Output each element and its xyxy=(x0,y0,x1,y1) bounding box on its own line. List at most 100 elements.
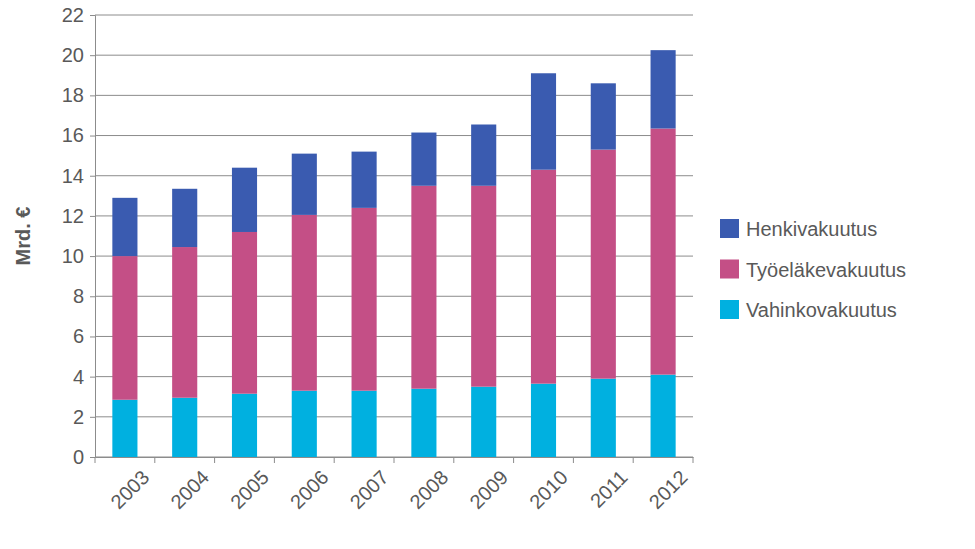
bar xyxy=(172,189,197,247)
y-tick-label: 12 xyxy=(62,205,84,227)
bar xyxy=(112,256,137,400)
bar xyxy=(651,129,676,375)
legend-swatch xyxy=(720,219,739,238)
bar xyxy=(232,168,257,232)
y-tick: 8 xyxy=(73,285,95,307)
x-tick-label: 2008 xyxy=(405,466,452,513)
x-boundary xyxy=(214,457,215,463)
y-tick-label: 18 xyxy=(62,84,84,106)
y-tick-mark xyxy=(90,417,95,418)
bar xyxy=(651,375,676,457)
bar xyxy=(471,387,496,457)
y-tick: 20 xyxy=(62,44,95,66)
x-tick-label: 2007 xyxy=(346,466,393,513)
bar xyxy=(172,247,197,398)
y-tick: 22 xyxy=(62,4,95,26)
x-tick: 2007 xyxy=(346,457,393,513)
x-tick-label: 2010 xyxy=(525,466,572,513)
x-tick: 2009 xyxy=(465,457,512,513)
x-tick-label: 2005 xyxy=(226,466,273,513)
x-boundary xyxy=(95,457,96,463)
x-tick: 2003 xyxy=(106,457,153,513)
x-tick-label: 2006 xyxy=(286,466,333,513)
x-tick: 2005 xyxy=(226,457,273,513)
series xyxy=(112,129,675,400)
x-boundary xyxy=(154,457,155,463)
y-tick-mark xyxy=(90,216,95,217)
y-tick-label: 8 xyxy=(73,285,84,307)
x-tick: 2008 xyxy=(405,457,452,513)
y-tick-label: 20 xyxy=(62,44,84,66)
y-tick: 10 xyxy=(62,245,95,267)
bar xyxy=(651,50,676,128)
x-tick: 2006 xyxy=(286,457,333,513)
bar xyxy=(292,391,317,457)
y-axis: 0 2 4 6 8 10 12 14 16 18 20 22 xyxy=(62,4,96,468)
grid-line xyxy=(95,55,693,56)
legend: Henkivakuutus Työeläkevakuutus Vahinkovaku… xyxy=(720,218,906,321)
legend-label: Henkivakuutus xyxy=(746,218,877,240)
bar xyxy=(591,379,616,457)
y-tick-mark xyxy=(90,55,95,56)
x-boundary xyxy=(573,457,574,463)
x-boundary xyxy=(633,457,634,463)
x-tick-label: 2009 xyxy=(465,466,512,513)
legend-label: Vahinkovakuutus xyxy=(746,299,897,321)
x-boundary xyxy=(513,457,514,463)
bar xyxy=(411,133,436,186)
x-tick: 2012 xyxy=(645,457,692,513)
bar xyxy=(232,394,257,457)
y-tick-label: 2 xyxy=(73,406,84,428)
bar xyxy=(411,186,436,389)
bar xyxy=(292,215,317,391)
bar xyxy=(531,73,556,169)
x-tick: 2011 xyxy=(586,457,632,512)
y-tick-label: 14 xyxy=(62,165,84,187)
y-tick: 14 xyxy=(62,165,95,187)
chart: 0246810121416182022200320042005200620072… xyxy=(0,0,975,549)
bar xyxy=(591,150,616,379)
bar xyxy=(292,154,317,215)
y-tick-label: 16 xyxy=(62,124,84,146)
y-tick-label: 22 xyxy=(62,4,84,26)
bar xyxy=(591,83,616,149)
y-tick: 6 xyxy=(73,325,95,347)
y-tick: 12 xyxy=(62,205,95,227)
y-tick: 16 xyxy=(62,124,95,146)
y-tick-mark xyxy=(90,336,95,337)
x-tick-label: 2004 xyxy=(166,466,213,513)
bar xyxy=(112,198,137,256)
y-tick-mark xyxy=(90,176,95,177)
bar xyxy=(352,152,377,208)
bar xyxy=(232,232,257,394)
y-tick-mark xyxy=(90,15,95,16)
y-tick-mark xyxy=(90,95,95,96)
series xyxy=(112,50,675,256)
x-boundary xyxy=(334,457,335,463)
x-tick-label: 2003 xyxy=(106,466,153,513)
x-tick-label: 2012 xyxy=(645,466,692,513)
bar xyxy=(411,389,436,457)
bar xyxy=(352,208,377,391)
x-axis: 2003 2004 2005 2006 2007 2008 2009 2010 2011 2012 xyxy=(95,457,694,513)
legend-item: Työeläkevakuutus xyxy=(720,259,906,281)
bars xyxy=(112,50,675,457)
x-tick: 2010 xyxy=(525,457,572,513)
y-tick-label: 6 xyxy=(73,325,84,347)
y-tick-mark xyxy=(90,457,95,458)
y-tick: 4 xyxy=(73,366,95,388)
x-tick: 2004 xyxy=(166,457,213,513)
legend-swatch xyxy=(720,300,739,319)
y-label: Mrd. € xyxy=(12,207,34,266)
bar xyxy=(172,398,197,457)
plot: 0246810121416182022200320042005200620072… xyxy=(62,4,694,513)
y-tick-label: 0 xyxy=(73,446,84,468)
x-boundary xyxy=(394,457,395,463)
y-axis-line xyxy=(90,16,96,458)
legend-swatch xyxy=(720,260,739,279)
y-tick: 2 xyxy=(73,406,95,428)
x-boundary xyxy=(274,457,275,463)
x-boundary xyxy=(693,457,694,463)
y-tick-label: 10 xyxy=(62,245,84,267)
grid-line xyxy=(95,15,693,16)
